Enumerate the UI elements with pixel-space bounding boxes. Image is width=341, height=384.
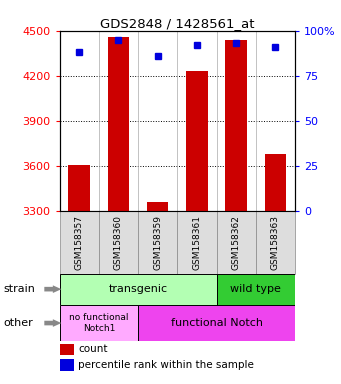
Text: other: other	[3, 318, 33, 328]
Title: GDS2848 / 1428561_at: GDS2848 / 1428561_at	[100, 17, 255, 30]
Bar	[225, 40, 247, 212]
Bar	[256, 212, 295, 274]
Text: GSM158359: GSM158359	[153, 215, 162, 270]
Bar	[138, 212, 177, 274]
Text: GSM158360: GSM158360	[114, 215, 123, 270]
Bar	[60, 305, 138, 341]
Bar	[60, 212, 99, 274]
Bar	[147, 202, 168, 212]
Text: GSM158357: GSM158357	[75, 215, 84, 270]
Text: GSM158363: GSM158363	[271, 215, 280, 270]
Bar	[138, 305, 295, 341]
Text: GSM158362: GSM158362	[232, 215, 241, 270]
Text: count: count	[78, 344, 108, 354]
Text: strain: strain	[3, 284, 35, 294]
Bar	[60, 274, 217, 305]
Text: no functional
Notch1: no functional Notch1	[69, 313, 129, 333]
Text: GSM158361: GSM158361	[192, 215, 202, 270]
Bar	[265, 154, 286, 212]
Bar	[60, 344, 74, 355]
Bar	[217, 274, 295, 305]
Bar	[69, 165, 90, 212]
Bar	[186, 71, 208, 212]
Text: wild type: wild type	[230, 284, 281, 294]
Text: transgenic: transgenic	[108, 284, 168, 294]
Text: percentile rank within the sample: percentile rank within the sample	[78, 360, 254, 370]
Bar	[177, 212, 217, 274]
Text: functional Notch: functional Notch	[170, 318, 263, 328]
Bar	[108, 37, 129, 212]
Bar	[217, 212, 256, 274]
Bar	[60, 359, 74, 371]
Bar	[99, 212, 138, 274]
